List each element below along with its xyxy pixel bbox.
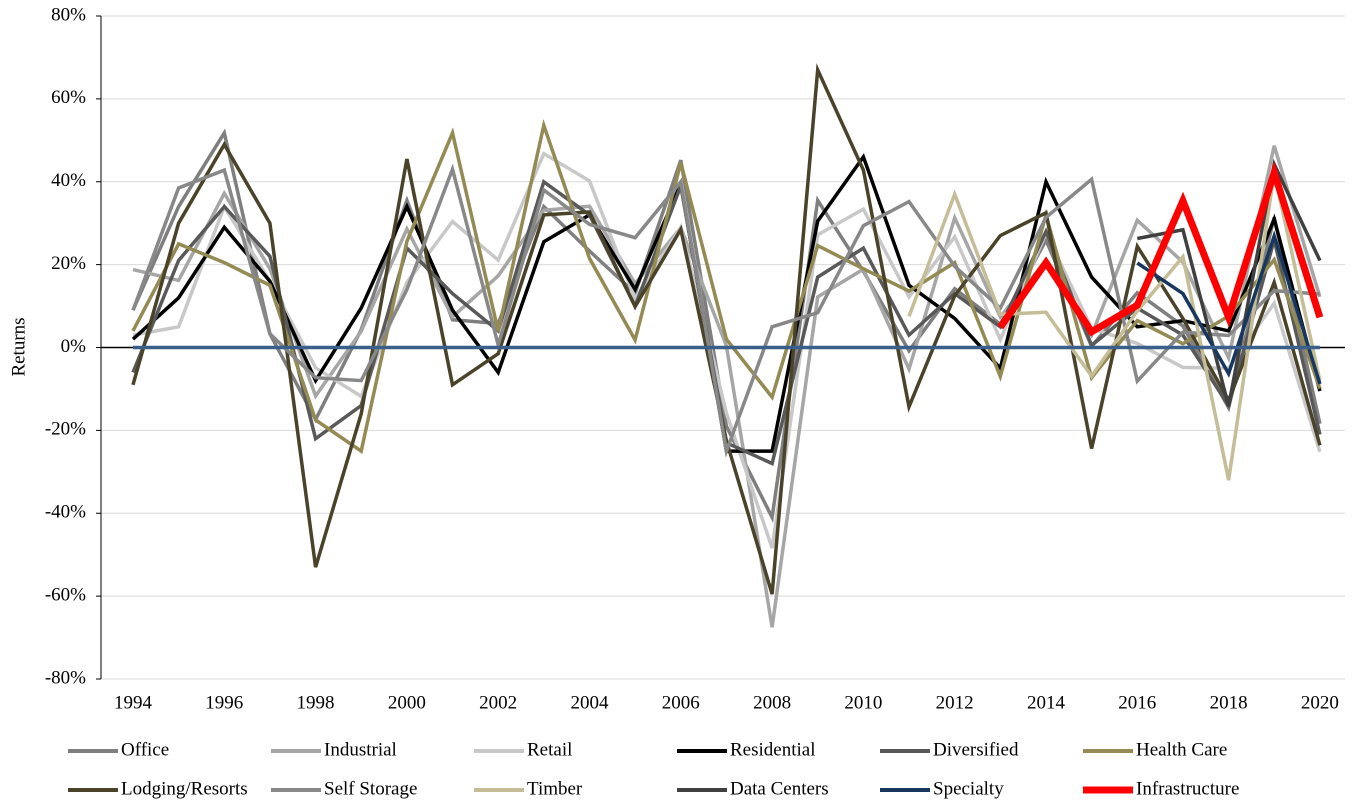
y-tick-label: 20% xyxy=(51,253,86,274)
x-tick-label: 2008 xyxy=(753,692,791,713)
x-tick-label: 2018 xyxy=(1210,692,1248,713)
x-tick-label: 2004 xyxy=(570,692,609,713)
legend-label: Lodging/Resorts xyxy=(121,778,248,799)
y-tick-label: -80% xyxy=(45,667,86,688)
series-line xyxy=(907,172,1322,481)
y-tick-label: 0% xyxy=(61,336,87,357)
y-tick-label: -40% xyxy=(45,502,86,523)
y-tick-label: -60% xyxy=(45,584,86,605)
series-line xyxy=(131,118,1322,455)
y-axis-title: Returns xyxy=(8,317,29,376)
legend-label: Residential xyxy=(730,739,815,760)
x-tick-label: 1998 xyxy=(297,692,335,713)
x-tick-label: 2014 xyxy=(1027,692,1066,713)
x-tick-label: 2000 xyxy=(388,692,426,713)
x-tick-label: 2012 xyxy=(936,692,974,713)
legend-label: Self Storage xyxy=(324,778,417,799)
legend-label: Office xyxy=(121,739,169,760)
legend-label: Specialty xyxy=(933,778,1004,799)
legend-label: Retail xyxy=(527,739,572,760)
x-tick-label: 1994 xyxy=(114,692,153,713)
y-tick-label: -20% xyxy=(45,419,86,440)
legend-label: Infrastructure xyxy=(1136,778,1239,799)
series-line xyxy=(997,160,1324,337)
y-tick-label: 80% xyxy=(51,4,86,25)
legend-label: Industrial xyxy=(324,739,397,760)
legend-label: Health Care xyxy=(1136,739,1227,760)
legend-label: Data Centers xyxy=(730,778,829,799)
x-tick-label: 2016 xyxy=(1118,692,1156,713)
series-line xyxy=(1136,230,1322,385)
x-tick-label: 2002 xyxy=(479,692,517,713)
x-tick-label: 2020 xyxy=(1301,692,1339,713)
series-line xyxy=(132,145,1322,628)
x-tick-label: 2006 xyxy=(662,692,700,713)
series-line xyxy=(131,63,1322,595)
legend-label: Diversified xyxy=(933,739,1019,760)
x-tick-label: 2010 xyxy=(844,692,882,713)
legend-label: Timber xyxy=(527,778,583,799)
x-tick-label: 1996 xyxy=(205,692,243,713)
y-tick-label: 60% xyxy=(51,87,86,108)
y-tick-label: 40% xyxy=(51,170,86,191)
